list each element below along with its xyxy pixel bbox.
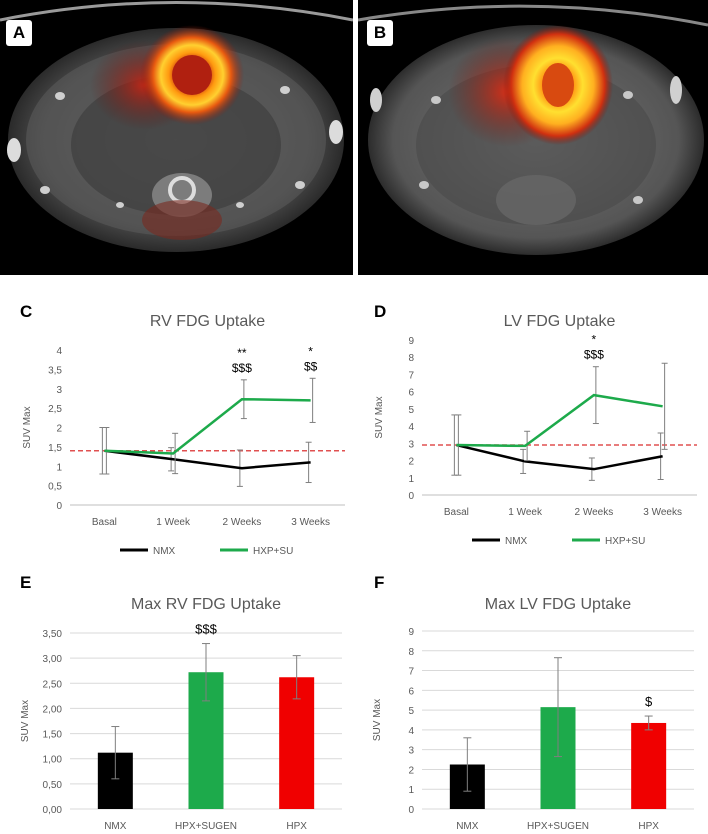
significance-annotation: $$	[304, 359, 318, 373]
y-tick-label: 0,5	[48, 482, 62, 493]
y-tick-label: 0	[56, 501, 62, 512]
panel-label-c: C	[20, 302, 33, 321]
scan-image-a	[0, 0, 353, 275]
y-tick-label: 1,50	[43, 730, 63, 741]
pet-ct-scan-b	[358, 0, 708, 275]
chart-title: Max RV FDG Uptake	[131, 596, 281, 613]
panel-label-a: A	[6, 20, 32, 46]
x-tick-label: HPX	[286, 821, 307, 832]
panel-label-b: B	[367, 20, 393, 46]
y-tick-label: 2	[408, 765, 414, 776]
bar-hpx	[631, 722, 667, 809]
chart-max-rv-fdg-uptake: Max RV FDG Uptake SUV Max 0,00 0,50 1,00 1,50…	[20, 596, 342, 832]
x-tick-label: HPX	[638, 821, 659, 832]
panel-label-d: D	[374, 302, 387, 321]
y-tick-label: 3,00	[43, 654, 63, 665]
x-tick-label: 2 Weeks	[575, 507, 614, 518]
panel-label-f: F	[374, 573, 385, 592]
significance-annotation: **	[237, 346, 247, 360]
y-tick-label: 0	[408, 491, 414, 502]
pet-ct-scan-a	[0, 0, 353, 275]
legend-label: NMX	[505, 536, 528, 547]
y-tick-label: 6	[408, 388, 414, 399]
y-tick-label: 0,50	[43, 780, 63, 791]
y-axis-label: SUV Max	[22, 406, 33, 448]
significance-annotation: *	[308, 344, 313, 358]
y-tick-label: 1,5	[48, 443, 62, 454]
y-tick-label: 2	[408, 457, 414, 468]
y-tick-label: 0	[408, 805, 414, 816]
y-tick-label: 3,5	[48, 365, 62, 376]
legend-label: HXP+SU	[605, 536, 645, 547]
x-tick-label: 2 Weeks	[223, 517, 262, 528]
significance-annotation: $$$	[195, 622, 217, 637]
x-tick-label: 1 Week	[156, 517, 191, 528]
y-tick-label: 2,50	[43, 679, 63, 690]
significance-annotation: $$$	[232, 361, 252, 375]
y-tick-label: 8	[408, 647, 414, 658]
x-tick-label: NMX	[104, 821, 127, 832]
y-tick-label: 7	[408, 667, 414, 678]
chart-lv-fdg-uptake: LV FDG Uptake SUV Max 0 1 2 3 4 5 6 7 8 9 Basal 1 Wee…	[374, 313, 697, 547]
series-line-nmx	[104, 449, 311, 470]
y-tick-label: 1,00	[43, 755, 63, 766]
significance-annotation: *	[592, 333, 597, 347]
legend-label: HXP+SU	[253, 546, 293, 557]
chart-max-lv-fdg-uptake: Max LV FDG Uptake SUV Max 0 1 2 3 4 5 6 7 8 9 NMX HPX…	[372, 596, 694, 832]
series-line-nmx	[456, 443, 663, 471]
chart-title: LV FDG Uptake	[504, 313, 616, 330]
x-tick-label: Basal	[444, 507, 469, 518]
y-tick-label: 3	[408, 746, 414, 757]
x-tick-label: HPX+SUGEN	[527, 821, 589, 832]
panel-label-e: E	[20, 573, 32, 592]
y-tick-label: 3	[408, 439, 414, 450]
y-axis-label: SUV Max	[374, 396, 385, 438]
chart-title: RV FDG Uptake	[150, 313, 265, 330]
x-tick-label: Basal	[92, 517, 117, 528]
y-tick-label: 4	[56, 346, 62, 357]
chart-rv-fdg-uptake: RV FDG Uptake SUV Max 0 0,5 1 1,5 2 2,5 3 3,5 4 Bas…	[22, 313, 345, 557]
y-tick-label: 3	[56, 385, 62, 396]
y-tick-label: 1	[408, 474, 414, 485]
y-tick-label: 2,5	[48, 404, 62, 415]
x-tick-label: 3 Weeks	[291, 517, 330, 528]
significance-annotation: $	[645, 694, 653, 709]
scan-image-b	[358, 0, 708, 275]
y-tick-label: 2	[56, 424, 62, 435]
y-axis-label: SUV Max	[20, 700, 31, 742]
y-tick-label: 9	[408, 336, 414, 347]
y-tick-label: 2,00	[43, 704, 63, 715]
y-tick-label: 0,00	[43, 805, 63, 816]
y-tick-label: 6	[408, 686, 414, 697]
y-tick-label: 1	[56, 462, 62, 473]
y-tick-label: 8	[408, 353, 414, 364]
x-tick-label: HPX+SUGEN	[175, 821, 237, 832]
y-tick-label: 4	[408, 422, 414, 433]
y-tick-label: 5	[408, 405, 414, 416]
y-tick-label: 7	[408, 370, 414, 381]
x-tick-label: NMX	[456, 821, 479, 832]
significance-annotation: $$$	[584, 348, 604, 362]
y-axis-label: SUV Max	[372, 699, 383, 741]
y-tick-label: 1	[408, 785, 414, 796]
y-tick-label: 9	[408, 627, 414, 638]
series-line-hxp-su	[456, 393, 663, 448]
y-tick-label: 3,50	[43, 629, 63, 640]
y-tick-label: 5	[408, 706, 414, 717]
x-tick-label: 1 Week	[508, 507, 543, 518]
y-tick-label: 4	[408, 726, 414, 737]
x-tick-label: 3 Weeks	[643, 507, 682, 518]
legend-label: NMX	[153, 546, 176, 557]
chart-title: Max LV FDG Uptake	[485, 596, 632, 613]
series-line-hxp-su	[104, 397, 311, 455]
